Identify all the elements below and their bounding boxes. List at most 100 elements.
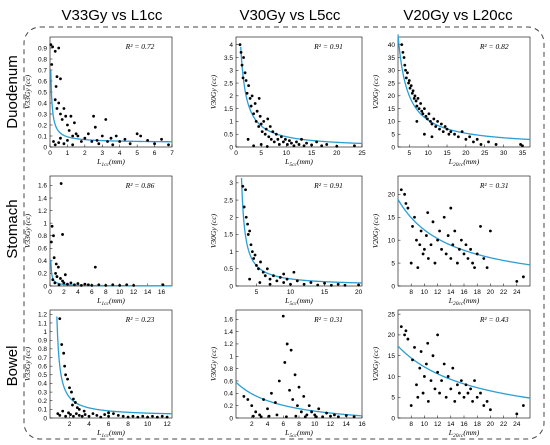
y-axis-label: V20Gy (cc) [371, 213, 380, 248]
y-tick-label: 0.8 [224, 366, 233, 373]
data-point [69, 281, 73, 285]
data-point [329, 414, 332, 418]
row-label-stomach: Stomach [4, 199, 21, 258]
y-axis-label: V20Gy (cc) [371, 346, 380, 381]
y-tick-label: 0.5 [224, 266, 233, 273]
y-tick-label: 10 [388, 237, 396, 244]
data-point [403, 192, 406, 196]
y-tick-label: 0.5 [38, 89, 47, 96]
data-point [260, 130, 264, 134]
y-tick-label: 2.5 [224, 80, 233, 87]
y-tick-label: 10 [388, 374, 396, 381]
x-tick-label: 8 [409, 289, 413, 296]
scatter-panels: 0 1 2 3 4 5 6 700.10.20.30.40.50.60.70.80.9 R² =… [23, 34, 531, 439]
data-point [436, 120, 439, 123]
data-point [63, 273, 67, 277]
r-squared-label: R² = 0.91 [313, 181, 343, 190]
data-point [250, 404, 254, 408]
r-squared-label: R² = 0.91 [313, 42, 343, 51]
data-point [259, 260, 262, 264]
data-point [416, 266, 420, 270]
y-tick-label: 1.6 [38, 183, 47, 190]
data-point [91, 412, 95, 416]
data-point [466, 257, 470, 260]
data-point [90, 283, 94, 287]
data-point [59, 277, 62, 280]
data-point [278, 276, 282, 279]
data-point [333, 413, 336, 417]
data-point [325, 143, 329, 146]
data-point [64, 414, 68, 418]
y-tick-label: 0.4 [38, 381, 47, 388]
data-point [431, 220, 435, 224]
x-tick-label: 0 [48, 289, 52, 296]
data-point [404, 202, 408, 205]
scatter-panel-3: 5 10 15 20 25 30 35 0 5 10 15 20 25 30 35 40 R² = 0.82 L2… [371, 34, 531, 168]
data-point [55, 107, 59, 110]
data-point [313, 413, 317, 417]
data-point [414, 99, 418, 103]
data-point [72, 414, 75, 418]
data-point [83, 136, 87, 140]
x-tick-label: 10 [421, 289, 429, 296]
data-point [471, 261, 474, 265]
x-tick-label: 10 [116, 289, 124, 296]
data-point [62, 142, 66, 146]
data-point [73, 283, 76, 287]
data-point [409, 404, 413, 407]
data-point [104, 283, 108, 287]
x-tick-label: 14 [144, 289, 152, 296]
data-point [77, 407, 81, 411]
data-point [453, 229, 457, 233]
data-point [399, 325, 403, 329]
data-point [262, 398, 265, 401]
data-point [421, 391, 425, 395]
y-tick-label: 1.6 [224, 317, 233, 324]
data-point [489, 229, 492, 233]
data-point [126, 415, 130, 419]
y-tick-label: 20 [388, 192, 396, 199]
data-point [77, 414, 81, 417]
y-tick-label: 5 [391, 395, 395, 402]
x-axis-label: L20cc(mm) [448, 296, 480, 307]
y-tick-label: 1.2 [38, 208, 47, 215]
data-point [444, 252, 448, 256]
y-tick-label: 0.6 [38, 363, 47, 370]
x-tick-label: 2 [250, 421, 254, 428]
data-point [285, 277, 289, 281]
data-point [63, 364, 67, 368]
fit-curve [50, 259, 172, 287]
data-point [275, 279, 279, 283]
data-point [440, 379, 443, 383]
data-point [451, 243, 455, 247]
data-point [265, 267, 269, 271]
data-point [49, 43, 53, 47]
plot-area [235, 36, 363, 148]
y-tick-label: 1.2 [38, 312, 47, 319]
data-point [436, 238, 439, 242]
data-point [485, 399, 489, 403]
y-tick-label: 15 [388, 106, 396, 113]
y-tick-label: 0.9 [38, 45, 47, 52]
x-tick-label: 12 [434, 421, 442, 428]
data-point [246, 137, 250, 141]
data-point [273, 401, 277, 404]
x-tick-label: 4 [118, 150, 122, 157]
data-point [244, 79, 248, 82]
data-point [87, 414, 91, 418]
x-tick-label: 10 [311, 421, 319, 428]
data-point [426, 399, 430, 403]
data-point [404, 68, 407, 72]
scatter-panel-9: 8 10 12 14 16 18 20 22 24 0 5 10 15 20 25 R² = 0.43 L20c… [371, 309, 531, 439]
data-point [248, 229, 252, 233]
data-point [411, 225, 414, 228]
data-point [469, 387, 472, 391]
data-point [335, 144, 339, 148]
data-point [277, 143, 281, 146]
data-point [255, 263, 258, 267]
data-point [305, 413, 309, 417]
data-point [449, 257, 453, 260]
data-point [131, 414, 135, 418]
y-tick-label: 5 [391, 260, 395, 267]
data-point [253, 253, 257, 257]
